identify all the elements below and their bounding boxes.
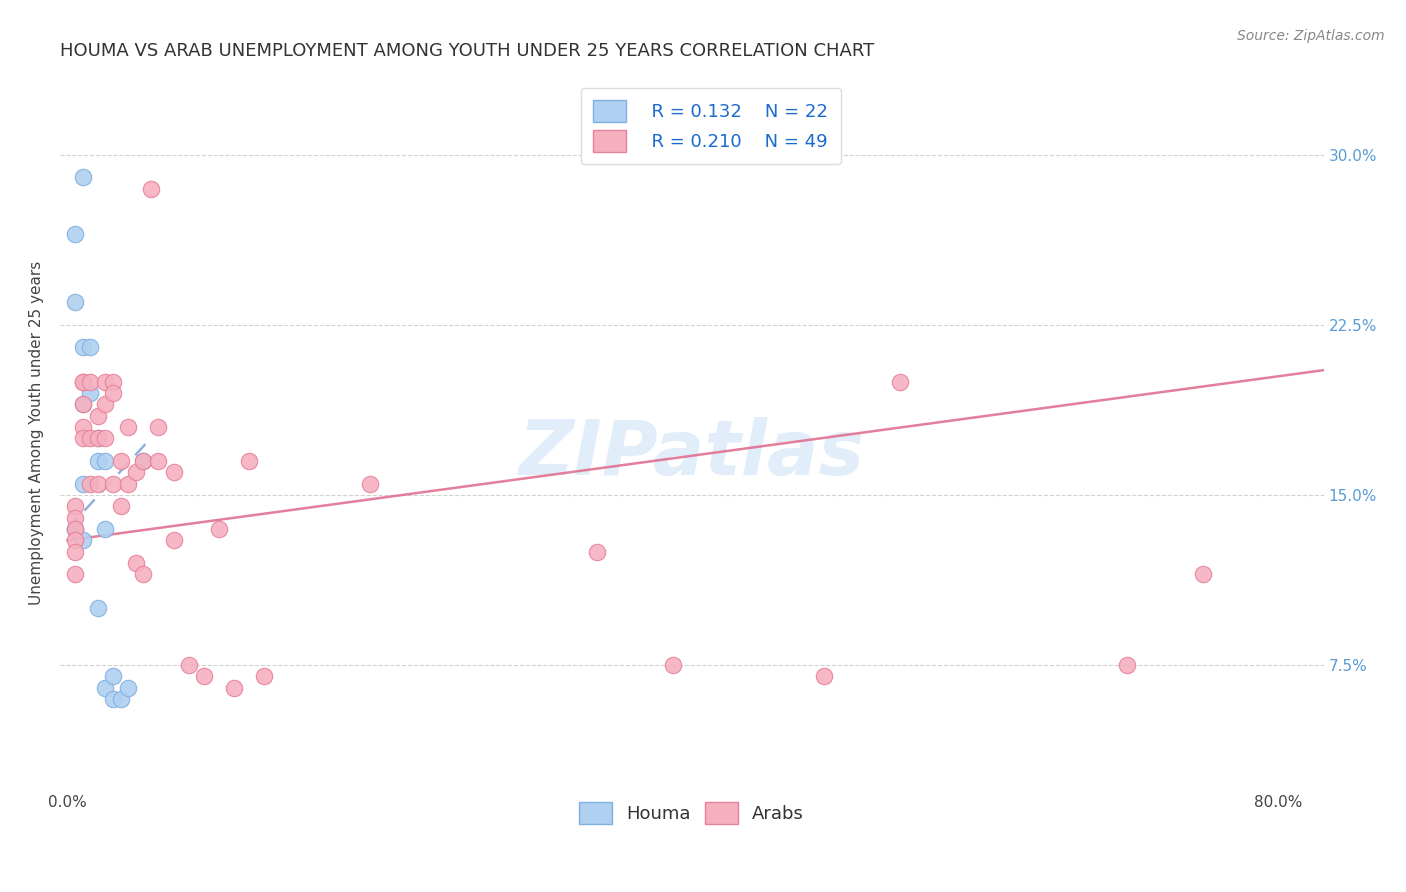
Point <box>253 669 276 683</box>
Point <box>79 476 101 491</box>
Point <box>889 375 911 389</box>
Point <box>79 431 101 445</box>
Point <box>63 533 86 548</box>
Point <box>193 669 215 683</box>
Point <box>72 420 94 434</box>
Point <box>162 533 184 548</box>
Point <box>63 227 86 241</box>
Point <box>359 476 381 491</box>
Point <box>117 681 139 695</box>
Legend: Houma, Arabs: Houma, Arabs <box>568 791 815 835</box>
Point <box>132 567 155 582</box>
Point <box>148 420 170 434</box>
Point <box>139 181 162 195</box>
Point <box>148 454 170 468</box>
Point <box>63 522 86 536</box>
Point <box>72 170 94 185</box>
Point <box>72 431 94 445</box>
Point <box>94 522 117 536</box>
Point <box>132 454 155 468</box>
Point <box>72 476 94 491</box>
Point <box>72 533 94 548</box>
Y-axis label: Unemployment Among Youth under 25 years: Unemployment Among Youth under 25 years <box>30 260 44 605</box>
Point <box>94 454 117 468</box>
Text: ZIPatlas: ZIPatlas <box>519 417 865 491</box>
Point <box>117 476 139 491</box>
Point <box>162 465 184 479</box>
Point <box>132 454 155 468</box>
Point <box>813 669 835 683</box>
Point <box>94 397 117 411</box>
Point <box>72 397 94 411</box>
Point <box>94 681 117 695</box>
Point <box>63 567 86 582</box>
Point <box>94 375 117 389</box>
Point <box>63 544 86 558</box>
Point <box>87 476 110 491</box>
Point <box>72 341 94 355</box>
Point <box>101 476 124 491</box>
Point <box>79 341 101 355</box>
Point <box>222 681 245 695</box>
Point <box>63 522 86 536</box>
Point <box>110 692 132 706</box>
Point <box>87 431 110 445</box>
Point <box>101 669 124 683</box>
Point <box>110 500 132 514</box>
Point <box>117 420 139 434</box>
Point <box>586 544 609 558</box>
Point <box>72 375 94 389</box>
Point <box>662 658 685 673</box>
Point <box>63 295 86 310</box>
Point <box>87 431 110 445</box>
Point <box>238 454 260 468</box>
Point <box>101 385 124 400</box>
Point <box>72 375 94 389</box>
Point <box>63 510 86 524</box>
Point <box>72 397 94 411</box>
Point <box>1115 658 1137 673</box>
Point <box>125 556 148 570</box>
Point <box>125 465 148 479</box>
Point <box>79 375 101 389</box>
Point <box>101 692 124 706</box>
Point <box>177 658 200 673</box>
Point <box>94 431 117 445</box>
Point <box>87 454 110 468</box>
Text: Source: ZipAtlas.com: Source: ZipAtlas.com <box>1237 29 1385 43</box>
Point <box>87 601 110 615</box>
Point <box>208 522 231 536</box>
Point <box>87 409 110 423</box>
Point <box>101 375 124 389</box>
Point <box>110 454 132 468</box>
Text: HOUMA VS ARAB UNEMPLOYMENT AMONG YOUTH UNDER 25 YEARS CORRELATION CHART: HOUMA VS ARAB UNEMPLOYMENT AMONG YOUTH U… <box>60 42 875 60</box>
Point <box>79 385 101 400</box>
Point <box>1191 567 1213 582</box>
Point <box>63 522 86 536</box>
Point <box>63 500 86 514</box>
